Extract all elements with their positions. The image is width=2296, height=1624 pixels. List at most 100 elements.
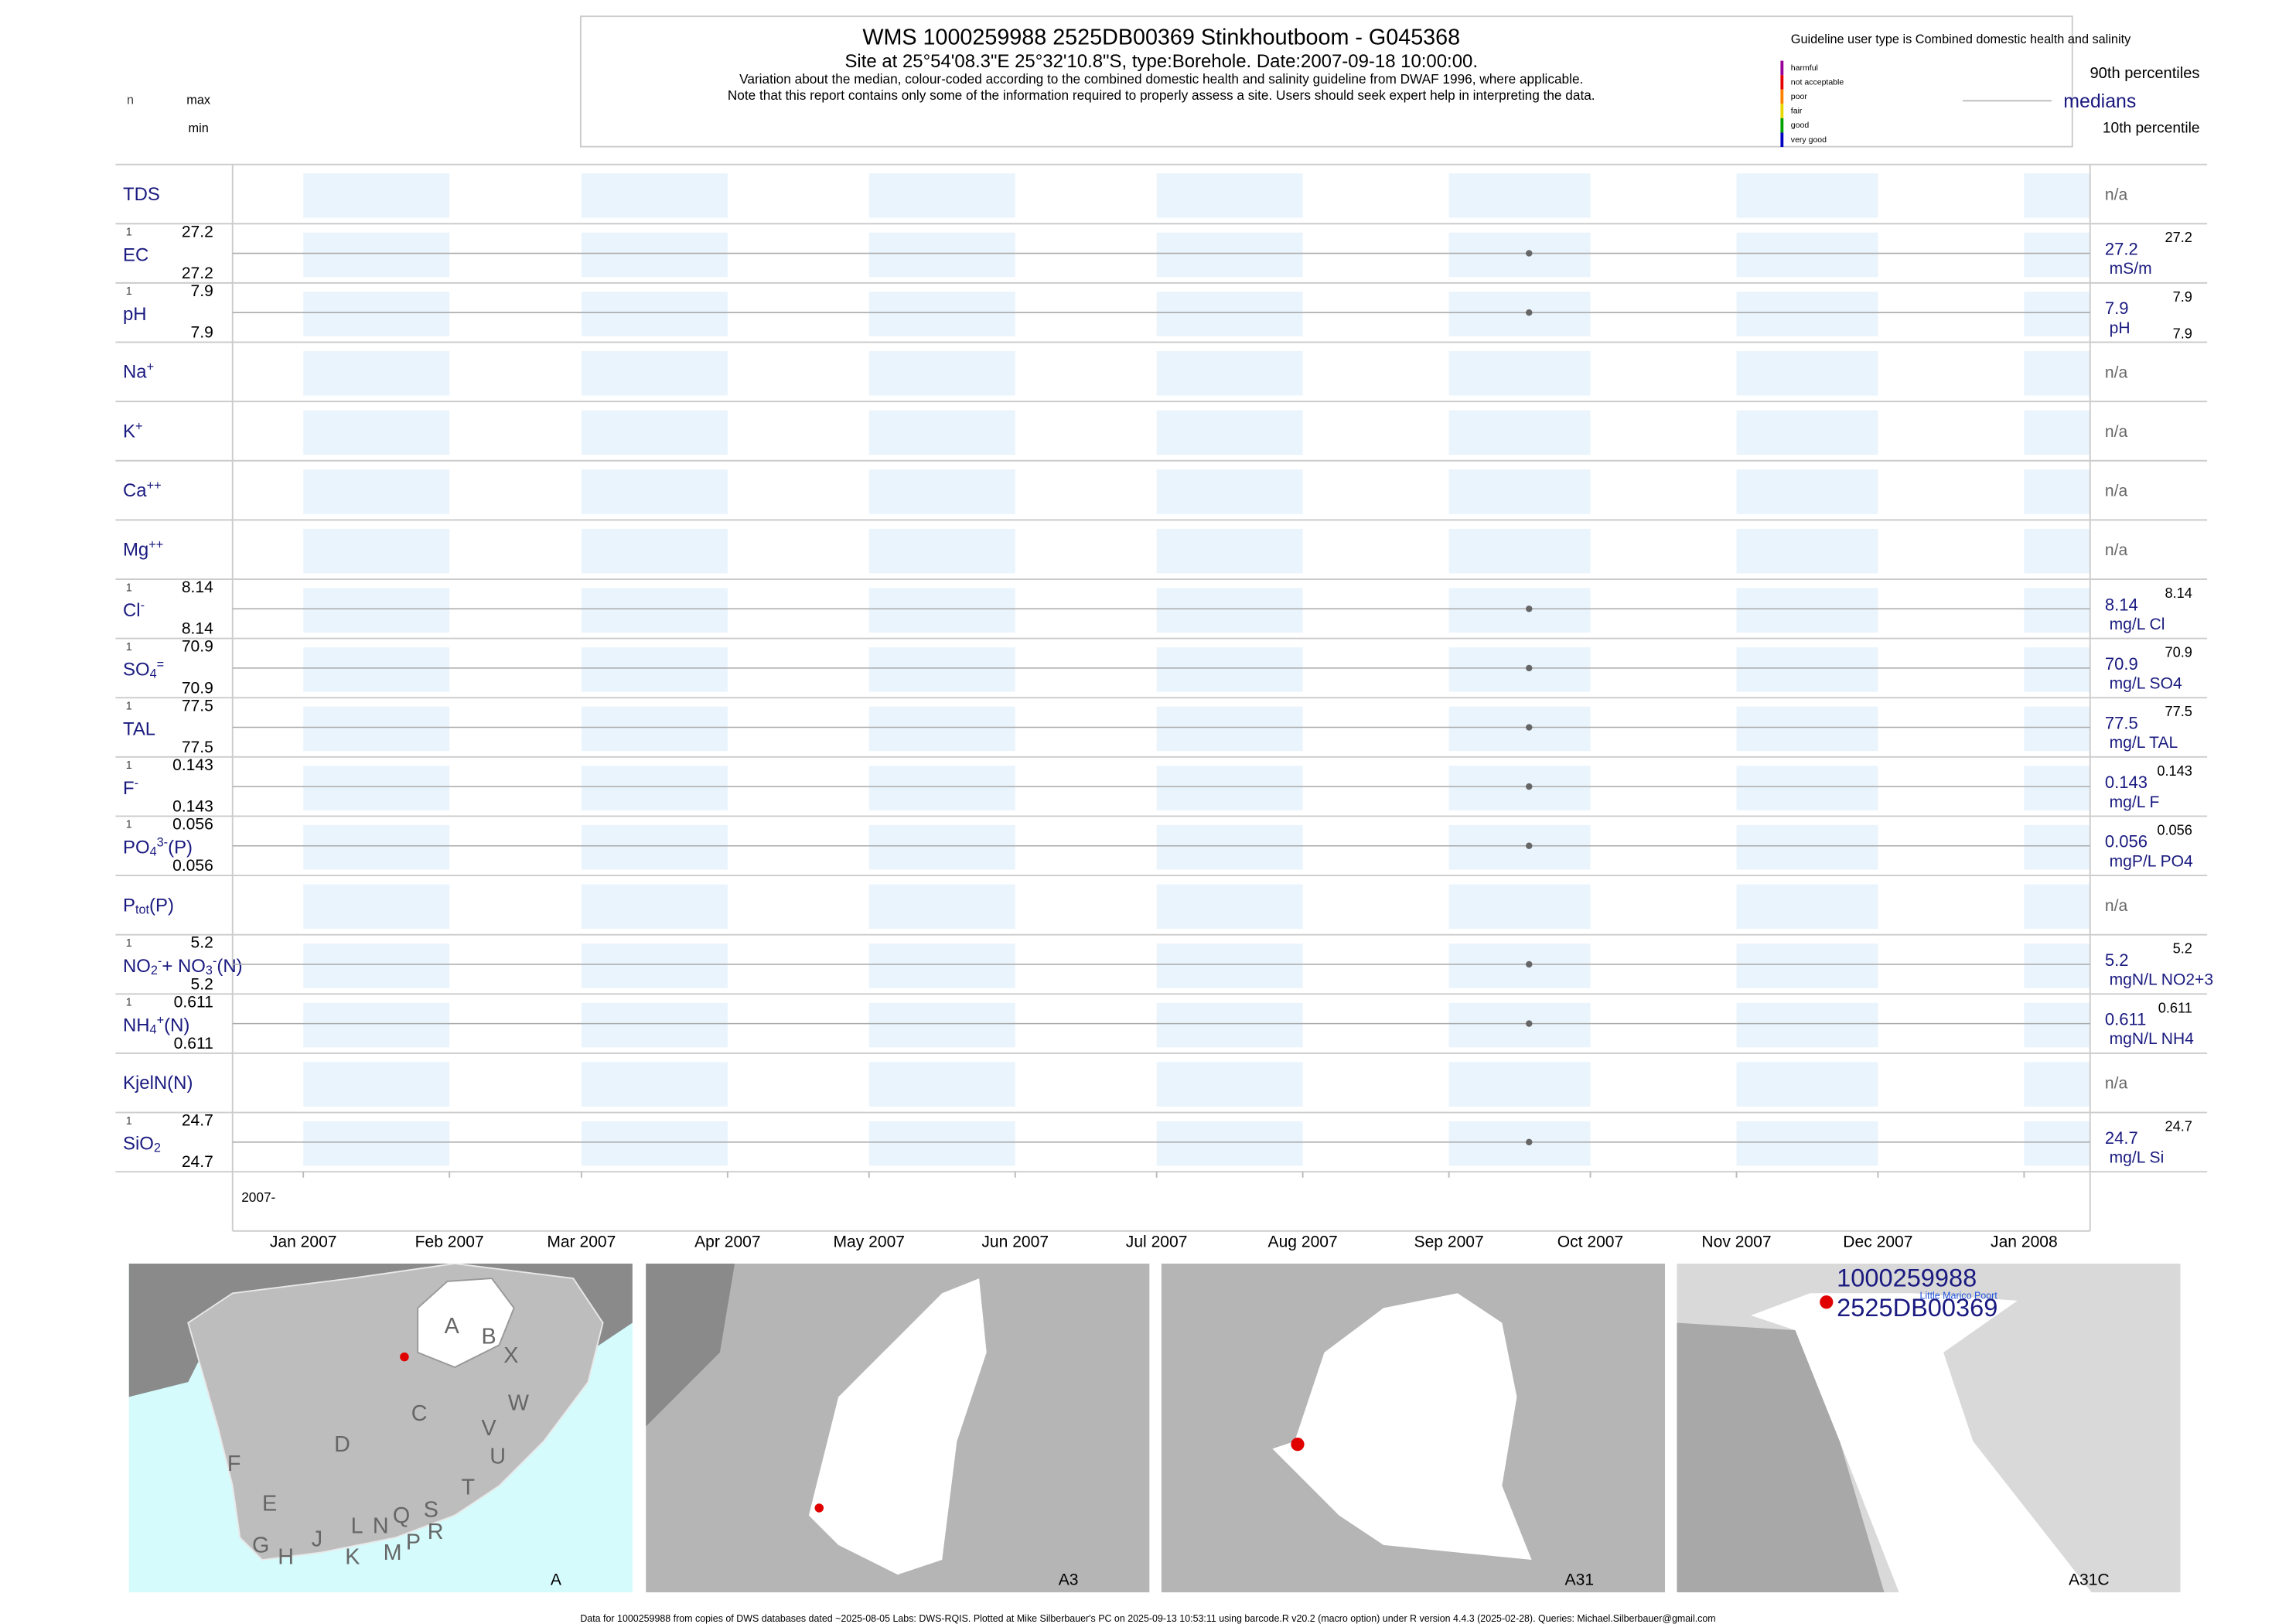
max-label: 24.7 bbox=[182, 1112, 213, 1130]
note: Note that this report contains only some… bbox=[728, 87, 1595, 103]
month-band bbox=[303, 350, 450, 396]
month-band bbox=[581, 588, 728, 633]
month-band bbox=[303, 528, 450, 574]
region-label: V bbox=[482, 1416, 497, 1441]
month-band bbox=[581, 232, 728, 278]
month-band bbox=[1736, 1121, 1878, 1166]
month-band bbox=[1156, 1121, 1303, 1166]
month-band bbox=[581, 884, 728, 930]
unit-label: mg/L TAL bbox=[2110, 734, 2178, 752]
month-band bbox=[581, 706, 728, 752]
month-band bbox=[868, 706, 1015, 752]
region-label: T bbox=[462, 1476, 476, 1500]
unit-label: mg/L SO4 bbox=[2110, 675, 2182, 693]
label-text: SiO bbox=[123, 1134, 154, 1155]
n-label: 1 bbox=[126, 997, 132, 1009]
month-band bbox=[868, 884, 1015, 930]
p90-label: 90th percentiles bbox=[2090, 65, 2200, 82]
row-label: Cl- bbox=[123, 599, 145, 621]
month-band bbox=[1448, 1062, 1591, 1107]
month-band bbox=[1156, 884, 1303, 930]
median-value: 0.611 bbox=[2105, 1010, 2146, 1029]
label-text: Mg bbox=[123, 540, 148, 561]
x-tick-label: Aug 2007 bbox=[1268, 1233, 1338, 1251]
month-band bbox=[581, 647, 728, 692]
month-band bbox=[1736, 410, 1878, 455]
region-label: E bbox=[262, 1492, 277, 1517]
n-label: 1 bbox=[126, 937, 132, 950]
region-label: J bbox=[312, 1527, 322, 1552]
month-band bbox=[1448, 588, 1591, 633]
month-band bbox=[303, 1062, 450, 1107]
n-header: n bbox=[127, 94, 134, 107]
row-label: PO43-(P) bbox=[123, 836, 193, 859]
row-label: TDS bbox=[123, 184, 160, 205]
row-label: Ptot(P) bbox=[123, 896, 174, 917]
header-box bbox=[579, 15, 2073, 148]
month-band bbox=[1156, 824, 1303, 870]
median-value: 8.14 bbox=[2105, 595, 2138, 614]
na-label: n/a bbox=[2105, 541, 2128, 559]
p90-value: 5.2 bbox=[2173, 941, 2192, 957]
max-label: 0.056 bbox=[172, 816, 213, 834]
n-label: 1 bbox=[126, 285, 132, 298]
min-header: min bbox=[189, 121, 209, 135]
month-band bbox=[1448, 884, 1591, 930]
label-sub: 2 bbox=[151, 964, 158, 977]
row-label: NO2-+ NO3-(N) bbox=[123, 954, 243, 977]
row-label: Ca++ bbox=[123, 479, 162, 501]
month-band bbox=[1736, 588, 1878, 633]
month-band bbox=[868, 766, 1015, 810]
month-band bbox=[2024, 706, 2090, 752]
year-label: 2007- bbox=[241, 1189, 275, 1205]
month-band bbox=[581, 943, 728, 988]
label-text: KjelN(N) bbox=[123, 1073, 193, 1093]
month-band bbox=[868, 647, 1015, 692]
region-label: Q bbox=[393, 1503, 410, 1528]
month-band bbox=[1156, 528, 1303, 574]
basin bbox=[1751, 1293, 2092, 1593]
outside bbox=[1677, 1322, 1885, 1593]
month-band bbox=[1156, 350, 1303, 396]
month-band bbox=[868, 824, 1015, 870]
n-label: 1 bbox=[126, 701, 132, 713]
month-band bbox=[303, 706, 450, 752]
min-label: 5.2 bbox=[191, 975, 213, 993]
na-label: n/a bbox=[2105, 483, 2128, 500]
month-band bbox=[1736, 943, 1878, 988]
month-band bbox=[1156, 410, 1303, 455]
place-label: Little Marico Poort bbox=[1919, 1290, 1997, 1301]
label-text: F bbox=[123, 778, 135, 799]
x-tick-label: Oct 2007 bbox=[1557, 1233, 1623, 1251]
month-band bbox=[303, 766, 450, 810]
month-band bbox=[868, 292, 1015, 336]
region-label: H bbox=[278, 1545, 294, 1570]
site-dot bbox=[1291, 1438, 1305, 1452]
data-point bbox=[1526, 783, 1533, 790]
max-label: 0.611 bbox=[174, 993, 213, 1011]
x-tick-label: Jun 2007 bbox=[981, 1233, 1049, 1251]
month-band bbox=[1448, 173, 1591, 218]
label-text: (N) bbox=[164, 1015, 189, 1036]
label-text: PO bbox=[123, 838, 150, 858]
label-sup: ++ bbox=[148, 538, 163, 552]
month-band bbox=[1156, 588, 1303, 633]
region-label: A bbox=[445, 1314, 460, 1339]
min-label: 70.9 bbox=[182, 679, 213, 697]
min-label: 27.2 bbox=[182, 264, 213, 282]
guideline-swatch bbox=[1780, 60, 1784, 76]
region-label: F bbox=[227, 1452, 241, 1476]
data-point bbox=[1526, 309, 1533, 316]
month-band bbox=[1448, 528, 1591, 574]
max-label: 27.2 bbox=[182, 223, 213, 241]
month-band bbox=[868, 173, 1015, 218]
guideline-class: poor bbox=[1791, 92, 1808, 101]
label-sup: ++ bbox=[147, 479, 162, 493]
data-point bbox=[1526, 606, 1533, 612]
min-label: 7.9 bbox=[191, 324, 213, 342]
guideline-swatch bbox=[1780, 104, 1784, 118]
map-label: A3 bbox=[1059, 1571, 1079, 1588]
month-band bbox=[1736, 528, 1878, 574]
label-text: + NO bbox=[162, 956, 206, 977]
